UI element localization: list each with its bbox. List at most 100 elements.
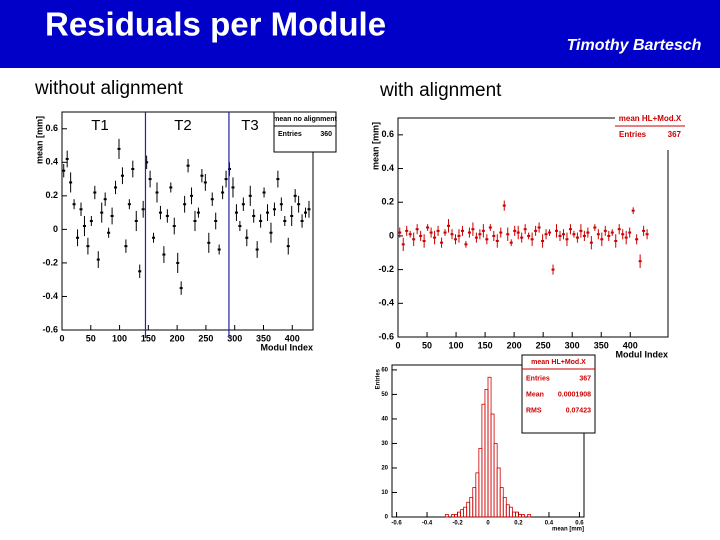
x-tick-label: 200	[170, 333, 185, 343]
x-tick-label: 300	[565, 340, 580, 350]
point	[176, 261, 180, 264]
point	[513, 229, 517, 232]
y-tick-label: -0.4	[42, 291, 58, 301]
point	[638, 260, 642, 263]
point	[541, 239, 545, 242]
point	[565, 238, 569, 241]
point	[110, 214, 114, 217]
stats-title: mean HL+Mod.X	[531, 359, 586, 366]
point	[62, 169, 66, 172]
x-tick-label: 400	[285, 333, 300, 343]
point	[155, 191, 159, 194]
point	[467, 231, 471, 234]
y-tick-label: 0.6	[45, 123, 58, 133]
point	[290, 214, 294, 217]
stats-box	[521, 354, 596, 434]
y-tick-label: 0.2	[381, 197, 394, 207]
y-tick-label: -0.4	[378, 298, 394, 308]
point	[234, 211, 238, 214]
x-tick-label: -0.6	[391, 521, 402, 527]
x-tick-label: 0.6	[575, 521, 584, 527]
point	[148, 178, 152, 181]
point	[162, 253, 166, 256]
point	[207, 241, 211, 244]
point	[183, 203, 187, 206]
point	[603, 229, 607, 232]
plot-frame	[61, 111, 314, 331]
point	[645, 233, 649, 236]
point	[628, 231, 632, 234]
y-tick-label: 0.2	[45, 190, 58, 200]
point	[158, 211, 162, 214]
y-axis-label: Entries	[376, 368, 382, 389]
point	[269, 231, 273, 234]
point	[283, 220, 287, 222]
point	[76, 236, 80, 239]
x-tick-label: 200	[507, 340, 522, 350]
point	[72, 203, 76, 206]
x-tick-label: 0	[395, 340, 400, 350]
point	[248, 194, 252, 197]
point	[190, 194, 194, 197]
point	[589, 241, 593, 244]
point	[279, 203, 283, 206]
y-axis-label: mean [mm]	[34, 116, 44, 164]
point	[272, 208, 276, 211]
x-tick-label: 300	[227, 333, 242, 343]
point	[610, 231, 614, 234]
x-tick-label: 50	[422, 340, 432, 350]
x-tick-label: 0	[486, 521, 490, 527]
point	[152, 236, 156, 239]
x-tick-label: 250	[198, 333, 213, 343]
point	[120, 174, 124, 177]
point	[300, 220, 304, 222]
point	[502, 204, 506, 207]
point	[537, 226, 541, 229]
point	[255, 248, 259, 251]
point	[555, 229, 559, 232]
point	[241, 203, 245, 206]
point	[520, 236, 524, 239]
point	[443, 231, 447, 234]
point	[141, 208, 145, 211]
annotation: T1	[91, 117, 109, 134]
y-tick-label: 10	[381, 490, 388, 496]
x-tick-label: 400	[623, 340, 638, 350]
point	[307, 208, 311, 211]
x-tick-label: 150	[141, 333, 156, 343]
x-tick-label: 350	[594, 340, 609, 350]
stats-label: RMS	[526, 407, 542, 414]
point	[127, 203, 131, 206]
point	[398, 231, 402, 234]
point	[436, 229, 440, 232]
point	[506, 233, 510, 236]
x-axis-label: Modul Index	[616, 349, 669, 359]
point	[422, 239, 426, 242]
point	[252, 214, 256, 217]
header-bar	[0, 0, 720, 68]
point	[297, 203, 301, 206]
point	[440, 241, 444, 244]
point	[231, 186, 235, 189]
author: Timothy Bartesch	[567, 37, 702, 54]
stats-title: mean HL+Mod.X	[619, 114, 682, 123]
point	[165, 214, 169, 217]
point	[293, 194, 297, 197]
y-tick-label: 20	[381, 466, 388, 472]
point	[203, 181, 207, 184]
point	[408, 233, 412, 236]
point	[593, 226, 597, 229]
point	[429, 231, 433, 234]
point	[530, 238, 534, 241]
stats-label: Mean	[526, 391, 544, 398]
stats-value: 367	[668, 130, 682, 139]
point	[200, 174, 204, 177]
point	[575, 236, 579, 239]
point	[82, 225, 86, 228]
point	[134, 220, 138, 222]
point	[286, 245, 290, 248]
point	[238, 225, 242, 228]
stats-title: mean no alignment	[273, 116, 337, 123]
